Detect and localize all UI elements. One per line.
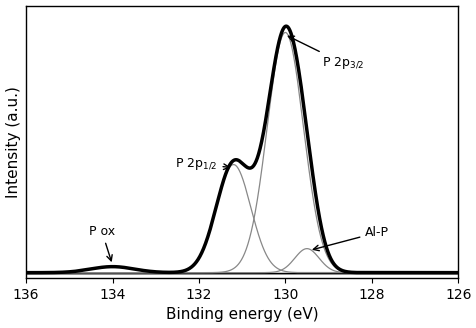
Text: P 2p$_{1/2}$: P 2p$_{1/2}$ [175,156,229,172]
Text: P ox: P ox [89,225,115,261]
Text: P 2p$_{3/2}$: P 2p$_{3/2}$ [288,36,364,71]
Y-axis label: Intensity (a.u.): Intensity (a.u.) [6,86,20,198]
X-axis label: Binding energy (eV): Binding energy (eV) [166,307,318,322]
Text: Al-P: Al-P [313,226,388,251]
